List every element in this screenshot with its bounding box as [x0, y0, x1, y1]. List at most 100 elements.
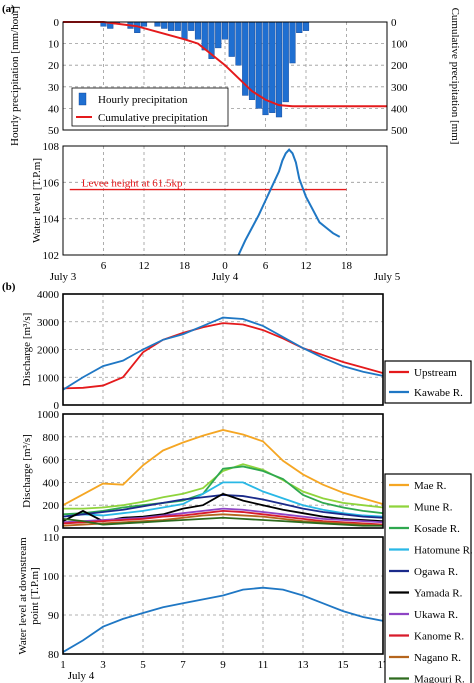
- precip-bar: [221, 21, 229, 40]
- precip-right-tick-label: 500: [391, 125, 408, 137]
- series-line: [62, 513, 384, 527]
- downstream-x-tick-label: 5: [140, 659, 146, 671]
- legend-label: Mae R.: [414, 480, 447, 492]
- precip-bar: [174, 21, 181, 31]
- level-x-tick-label: 12: [139, 260, 150, 272]
- water-level-line: [237, 148, 341, 256]
- series-line: [62, 586, 384, 653]
- legend-swatch-hourly: [78, 92, 87, 106]
- discharge_main-y-tick-label: 1000: [37, 372, 60, 384]
- legend-label: Magouri R.: [414, 674, 465, 683]
- level-y-tick-label: 106: [43, 177, 60, 189]
- level-x-tick-label: 6: [101, 260, 107, 272]
- precip-bar: [228, 21, 235, 57]
- series-line: [62, 465, 384, 516]
- discharge_main-plot-frame: [62, 293, 384, 406]
- precip-bar: [194, 21, 202, 40]
- precip-plot-frame: [62, 21, 388, 131]
- discharge_tributaries-y-tick-label: 200: [43, 500, 60, 512]
- precip-right-tick-label: 300: [391, 82, 408, 94]
- legend-label-cumulative: Cumulative precipitation: [98, 112, 208, 124]
- precip-bar: [167, 21, 175, 31]
- downstream-y-tick-label: 100: [43, 571, 60, 583]
- level-y-tick-label: 108: [43, 141, 60, 153]
- downstream-x-tick-label: 11: [258, 659, 269, 671]
- discharge_tributaries-y-tick-label: 1000: [37, 409, 60, 421]
- series-line: [62, 316, 384, 391]
- precip-bar: [161, 21, 168, 29]
- discharge_tributaries-plot-frame: [62, 413, 384, 529]
- level-x-tick-label: 0: [222, 260, 228, 272]
- legend-label: Mune R.: [414, 502, 453, 514]
- level-day-label: July 3: [50, 271, 77, 283]
- legend-label: Upstream: [414, 367, 457, 379]
- legend-label-hourly: Hourly precipitation: [98, 94, 188, 106]
- precip-bar: [296, 21, 303, 34]
- series-line: [62, 429, 384, 506]
- level-day-label: July 4: [212, 271, 239, 283]
- downstream-x-tick-label: 9: [220, 659, 226, 671]
- downstream-x-tick-label: 17: [378, 659, 390, 671]
- downstream-x-tick-label: 13: [298, 659, 310, 671]
- level-y-tick-label: 104: [43, 214, 60, 226]
- discharge_tributaries-y-tick-label: 600: [43, 455, 60, 467]
- discharge_main-y-tick-label: 3000: [37, 317, 60, 329]
- legend-label: Ogawa R.: [414, 566, 458, 578]
- legend-label: Kanome R.: [414, 631, 464, 643]
- downstream-x-tick-label: 3: [100, 659, 106, 671]
- discharge_main-y-tick-label: 2000: [37, 345, 60, 357]
- legend-label: Yamada R.: [414, 588, 463, 600]
- panel-label-b: (b): [2, 281, 16, 293]
- series-legend: [384, 360, 472, 404]
- legend-label: Hatomune R.: [414, 545, 473, 557]
- precip-right-axis-label: Cumulative precipitation [mm]: [449, 8, 461, 145]
- precip-bar: [215, 21, 222, 49]
- precip-bar: [302, 21, 310, 31]
- precip-legend: [71, 87, 229, 127]
- downstream-day-label: July 4: [68, 670, 95, 682]
- downstream-x-tick-label: 15: [338, 659, 350, 671]
- precip-left-tick-label: 0: [54, 17, 60, 29]
- level-x-tick-label: 18: [179, 260, 191, 272]
- precip-right-tick-label: 100: [391, 39, 408, 51]
- series-line: [62, 322, 384, 390]
- precip-left-tick-label: 10: [48, 39, 60, 51]
- downstream-y-tick-label: 110: [43, 532, 60, 544]
- cumulative-precip-line: [63, 21, 387, 108]
- precip-left-tick-label: 40: [48, 103, 60, 115]
- downstream-y-tick-label: 80: [48, 649, 60, 661]
- discharge_tributaries-y-tick-label: 800: [43, 432, 60, 444]
- precip-bar: [235, 21, 242, 66]
- levee-height-label: Levee height at 61.5kp: [82, 178, 183, 190]
- precip-bar: [282, 21, 289, 103]
- precip-bar: [140, 21, 148, 27]
- legend-label: Nagano R.: [414, 652, 461, 664]
- series-legend: [384, 473, 472, 683]
- series-line: [62, 516, 383, 527]
- legend-label: Ukawa R.: [414, 609, 458, 621]
- precip-right-tick-label: 200: [391, 60, 408, 72]
- precip-left-tick-label: 50: [48, 125, 60, 137]
- level-day-label: July 5: [374, 271, 401, 283]
- series-line: [62, 481, 384, 518]
- panel-label-a: (a): [2, 3, 15, 15]
- discharge_tributaries-y-tick-label: 400: [43, 477, 60, 489]
- downstream-x-tick-label: 7: [180, 659, 186, 671]
- series-line: [63, 463, 384, 510]
- downstream-y-tick-label: 90: [48, 610, 60, 622]
- precip-bar: [188, 21, 195, 31]
- precip-bar: [289, 21, 296, 64]
- precip-left-tick-label: 20: [48, 60, 60, 72]
- level-x-tick-label: 18: [341, 260, 353, 272]
- downstream-x-tick-label: 1: [60, 659, 66, 671]
- downstream-plot-frame: [62, 536, 384, 655]
- precip-bar: [275, 21, 283, 118]
- level-y-axis-label: Water level [T.P.m]: [31, 158, 43, 243]
- series-line: [62, 507, 384, 524]
- level-y-tick-label: 102: [43, 250, 60, 262]
- downstream-y-axis-label: Water level at downstream: [17, 537, 29, 655]
- discharge_main-y-tick-label: 0: [54, 400, 60, 412]
- level-x-tick-label: 12: [301, 260, 312, 272]
